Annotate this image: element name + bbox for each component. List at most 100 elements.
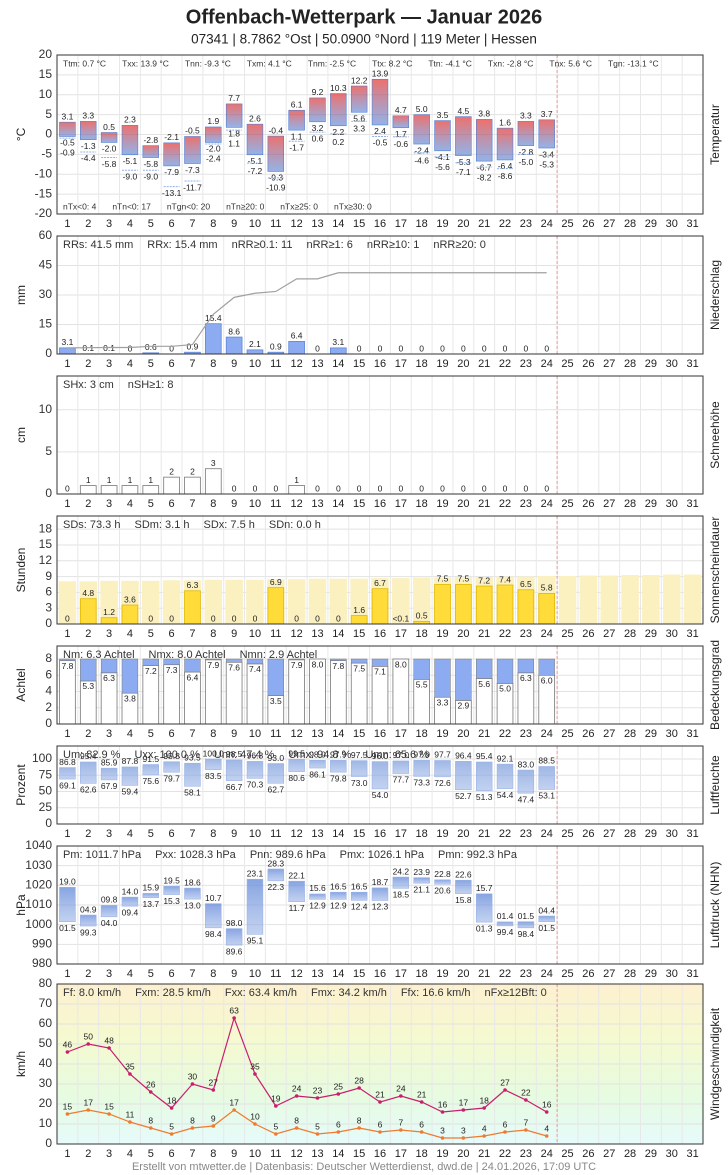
- bar: [100, 485, 118, 495]
- panel-label: Luftfeuchte: [708, 755, 722, 815]
- statistic: SDm: 3.1 h: [134, 519, 189, 531]
- y-axis-label: Stunden: [14, 548, 28, 593]
- x-tick-label: 9: [231, 498, 237, 510]
- statistic: SDn: 0.0 h: [269, 519, 321, 531]
- data-label: 0.6: [145, 342, 157, 352]
- x-tick-label: 23: [520, 498, 532, 510]
- data-label: 0: [419, 483, 424, 493]
- data-label: 93.0: [268, 753, 285, 763]
- y-tick-label: 20: [39, 1096, 53, 1110]
- data-label: 87.8: [122, 756, 139, 766]
- plot-frame: [56, 645, 704, 725]
- x-tick-label: 30: [666, 728, 678, 740]
- data-label: 0: [440, 343, 445, 353]
- x-tick-label: 27: [603, 628, 615, 640]
- x-tick-label: 21: [478, 628, 490, 640]
- data-label: 8: [148, 1115, 153, 1125]
- range-bar: [371, 78, 389, 126]
- x-tick-label: 26: [582, 1148, 594, 1160]
- clear-sky-bar: [267, 658, 284, 696]
- x-tick-label: 10: [249, 498, 261, 510]
- data-label: 18.6: [184, 877, 201, 887]
- x-tick-label: 9: [231, 358, 237, 370]
- data-label: 8.0: [312, 659, 324, 669]
- possible-sunshine: [308, 578, 327, 624]
- statistic: RRs: 41.5 mm: [63, 239, 133, 251]
- data-label: -6.4: [498, 161, 513, 171]
- data-label: 7: [524, 1117, 529, 1127]
- statistic: Ttx: 8.2 °C: [372, 58, 412, 68]
- x-tick-label: 28: [624, 728, 636, 740]
- possible-sunshine: [329, 578, 348, 624]
- x-tick-label: 6: [169, 728, 175, 740]
- bar: [288, 485, 305, 495]
- y-tick-label: 75: [39, 767, 53, 781]
- data-label: 7.5: [437, 574, 449, 584]
- x-tick-label: 5: [148, 498, 154, 510]
- point: [544, 1134, 549, 1138]
- x-tick-label: 31: [686, 1148, 698, 1160]
- data-label: -1.7: [289, 143, 304, 153]
- range-bar: [267, 135, 285, 172]
- data-label: 7.7: [228, 93, 240, 103]
- x-tick-label: 13: [311, 828, 323, 840]
- data-label: -5.1: [248, 156, 263, 166]
- range-bar: [225, 103, 243, 128]
- data-label: 22.1: [288, 870, 305, 880]
- y-tick-label: 4: [45, 684, 52, 698]
- point: [253, 1072, 257, 1076]
- data-label: 7.3: [166, 665, 178, 675]
- data-label: 62.7: [268, 784, 285, 794]
- range-bar: [496, 763, 514, 789]
- x-tick-label: 28: [624, 218, 636, 230]
- x-tick-label: 5: [148, 968, 154, 980]
- plot-frame: [56, 845, 704, 965]
- x-tick-label: 22: [499, 218, 511, 230]
- x-tick-label: 31: [686, 358, 698, 370]
- data-label: 98.4: [205, 929, 222, 939]
- x-tick-label: 8: [210, 358, 216, 370]
- data-label: 3.8: [124, 693, 136, 703]
- range-bar: [434, 760, 451, 778]
- x-tick-label: 23: [520, 728, 532, 740]
- x-tick-label: 27: [603, 728, 615, 740]
- data-label: 15.6: [309, 883, 326, 893]
- clear-sky-bar: [184, 658, 201, 673]
- panel-label: Luftdruck (NHN): [708, 862, 722, 949]
- range-bar: [455, 761, 472, 791]
- point: [86, 1042, 91, 1046]
- x-tick-label: 20: [457, 498, 469, 510]
- data-label: -8.2: [477, 172, 492, 182]
- bar: [121, 604, 139, 625]
- point: [86, 1108, 91, 1112]
- bar: [79, 485, 97, 495]
- data-label: -5.3: [456, 157, 471, 167]
- possible-sunshine: [412, 577, 431, 624]
- x-tick-label: 11: [270, 218, 281, 230]
- x-tick-label: 6: [169, 498, 175, 510]
- data-label: -8.6: [498, 171, 513, 181]
- range-bar: [455, 879, 472, 894]
- x-tick-label: 1: [64, 828, 70, 840]
- y-tick-label: 0: [45, 1136, 52, 1150]
- data-label: 7.9: [291, 660, 303, 670]
- x-tick-label: 28: [624, 498, 636, 510]
- data-label: 86.8: [59, 757, 76, 767]
- y-tick-label: 3: [45, 600, 52, 614]
- x-tick-label: 11: [270, 358, 281, 370]
- data-label: 0: [294, 613, 299, 623]
- data-label: 10: [250, 1111, 260, 1121]
- statistic: Tnn: -9.3 °C: [185, 58, 231, 68]
- data-label: 0: [65, 483, 70, 493]
- data-label: 79.8: [330, 773, 347, 783]
- x-tick-label: 12: [291, 498, 303, 510]
- statistic: Pm: 1011.7 hPa: [63, 849, 142, 861]
- x-tick-label: 7: [189, 358, 195, 370]
- y-tick-label: 990: [32, 937, 52, 951]
- data-label: 23: [313, 1085, 323, 1095]
- range-bar: [100, 767, 118, 781]
- x-tick-label: 26: [582, 828, 594, 840]
- x-tick-label: 19: [436, 728, 448, 740]
- x-tick-label: 14: [332, 628, 344, 640]
- possible-sunshine: [392, 578, 410, 624]
